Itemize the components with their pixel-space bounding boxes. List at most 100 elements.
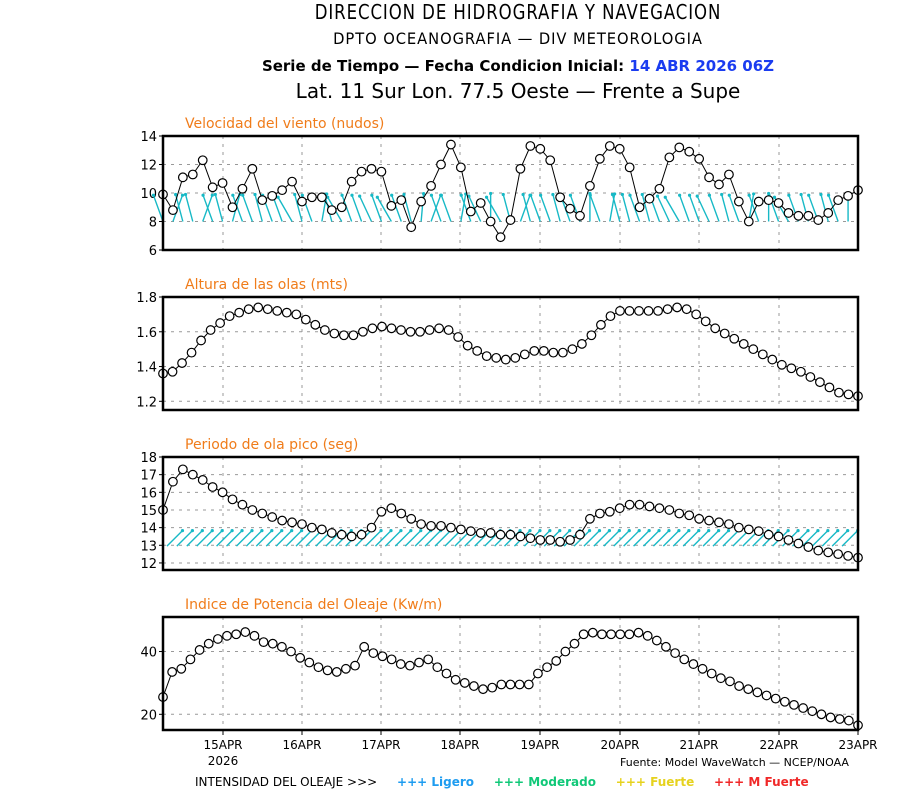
data-point: [587, 627, 598, 638]
direction-arrowhead: [521, 192, 525, 197]
direction-arrowhead: [695, 194, 699, 198]
data-point: [396, 195, 407, 206]
data-point: [575, 529, 585, 540]
panel-frame: [161, 455, 860, 572]
ytick-label: 40: [140, 646, 157, 661]
direction-arrowhead: [349, 529, 353, 533]
direction-arrow: [831, 530, 849, 547]
data-point: [459, 678, 470, 688]
direction-arrowhead: [587, 529, 592, 533]
data-point: [585, 180, 595, 191]
data-point: [326, 528, 337, 538]
direction-arrowhead: [429, 193, 434, 197]
data-point: [368, 648, 379, 658]
data-point: [253, 302, 264, 313]
data-point: [277, 515, 288, 526]
direction-arrowhead: [231, 193, 235, 197]
xtick-year-label: 2026: [208, 754, 239, 768]
data-point: [661, 641, 671, 652]
data-point: [807, 706, 818, 717]
data-point: [519, 349, 530, 360]
direction-arrowhead: [240, 529, 244, 533]
direction-arrow: [629, 194, 641, 222]
direction-arrow: [365, 530, 382, 547]
data-point: [257, 508, 268, 519]
data-point: [247, 163, 258, 174]
direction-arrowhead: [276, 195, 280, 199]
data-point: [500, 354, 511, 365]
direction-arrow: [440, 194, 452, 222]
data-point: [313, 662, 324, 673]
data-point: [748, 344, 759, 355]
data-point: [322, 665, 333, 676]
direction-arrowhead: [786, 529, 790, 533]
data-point: [455, 162, 466, 173]
data-point: [767, 354, 778, 365]
data-point: [691, 309, 702, 320]
data-point: [472, 345, 483, 356]
direction-arrowhead: [399, 529, 403, 533]
data-point: [358, 326, 368, 337]
data-point: [674, 142, 685, 153]
direction-arrowhead: [667, 529, 671, 533]
data-point: [194, 645, 205, 655]
data-point: [234, 307, 245, 318]
data-point: [605, 311, 616, 322]
data-point: [336, 202, 347, 213]
data-point: [287, 517, 297, 528]
panel-3: Periodo de ola pico (seg) 12 13 14 15 16 17 18: [140, 437, 863, 572]
panel-title: Periodo de ola pico (seg): [185, 437, 358, 453]
data-point: [816, 709, 827, 720]
data-point: [510, 352, 521, 363]
direction-arrow: [424, 530, 442, 547]
direction-arrow: [254, 194, 263, 222]
data-point: [634, 202, 645, 213]
data-point: [586, 330, 597, 341]
direction-arrow: [460, 194, 472, 222]
direction-arrow: [166, 530, 183, 547]
data-point: [779, 696, 790, 707]
ytick-label: 15: [140, 504, 157, 519]
data-point: [243, 304, 254, 315]
direction-arrowhead: [806, 529, 810, 533]
direction-arrowhead: [687, 193, 692, 197]
ytick-label: 13: [140, 539, 157, 554]
direction-arrow: [811, 530, 829, 547]
direction-arrow: [530, 194, 541, 222]
data-point: [300, 314, 311, 325]
direction-arrow: [414, 530, 432, 547]
direction-arrow: [152, 194, 164, 222]
ytick-label: 18: [140, 451, 157, 466]
data-point: [634, 499, 645, 510]
data-point: [614, 143, 625, 154]
direction-arrow: [285, 530, 303, 547]
direction-arrow: [384, 530, 402, 547]
data-point: [542, 662, 552, 673]
direction-arrowhead: [620, 192, 624, 197]
data-point: [523, 679, 534, 690]
direction-arrowhead: [200, 529, 204, 533]
data-point: [577, 339, 587, 349]
data-point: [813, 545, 824, 556]
direction-arrowhead: [528, 529, 532, 533]
data-point: [436, 159, 446, 170]
department-subtitle: DPTO OCEANOGRAFIA — DIV METEOROLOGIA: [333, 29, 703, 48]
data-point: [615, 629, 626, 640]
direction-arrowhead: [421, 192, 426, 196]
ytick-label: 17: [140, 469, 157, 484]
ytick-label: 8: [149, 216, 157, 231]
direction-arrow: [206, 530, 223, 547]
data-point: [535, 143, 546, 154]
direction-arrowhead: [174, 192, 178, 197]
data-point: [423, 654, 434, 665]
direction-arrow: [827, 194, 839, 222]
panel-frame: [161, 134, 860, 252]
data-point: [624, 306, 635, 316]
xtick-label: 21APR: [679, 738, 718, 752]
data-point: [594, 508, 605, 519]
init-date-line: Serie de Tiempo — Fecha Condicion Inicia…: [68, 57, 900, 75]
data-point: [545, 155, 556, 166]
data-point: [475, 198, 486, 208]
data-point: [700, 316, 711, 327]
data-point: [843, 550, 853, 561]
